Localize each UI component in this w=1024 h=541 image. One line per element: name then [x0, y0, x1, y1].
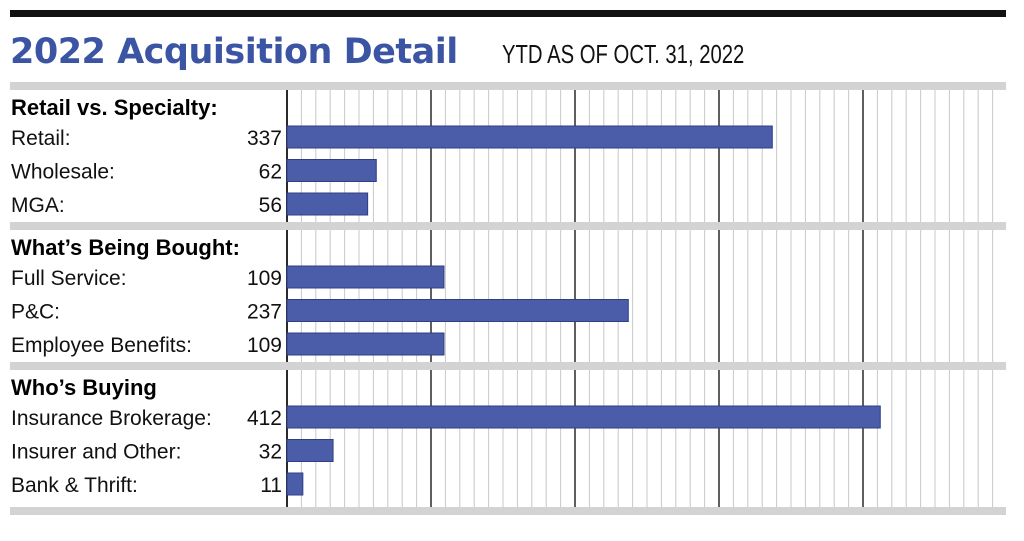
- category-label: Bank & Thrift:: [11, 474, 138, 497]
- value-label: 56: [259, 194, 282, 217]
- category-label: Insurance Brokerage:: [11, 407, 212, 430]
- value-label: 32: [259, 441, 282, 464]
- group-header: Who’s Buying: [11, 375, 157, 400]
- top-rule: [10, 10, 1006, 17]
- bar: [286, 472, 304, 496]
- separator-band: [10, 362, 1006, 370]
- bar: [286, 439, 334, 462]
- bar: [286, 159, 377, 182]
- category-label: P&C:: [11, 301, 60, 324]
- group-header: Retail vs. Specialty:: [11, 95, 218, 120]
- chart-subtitle: YTD AS OF OCT. 31, 2022: [502, 39, 745, 69]
- bar: [286, 299, 629, 322]
- category-label: Wholesale:: [11, 161, 115, 184]
- value-label: 237: [247, 301, 282, 324]
- category-label: Retail:: [11, 127, 71, 150]
- value-label: 412: [247, 407, 282, 430]
- category-label: Full Service:: [11, 267, 127, 290]
- bar: [286, 405, 881, 429]
- separator-band: [10, 82, 1006, 90]
- value-label: 109: [247, 334, 282, 357]
- separator-band: [10, 222, 1006, 230]
- category-label: Employee Benefits:: [11, 334, 192, 357]
- value-label: 109: [247, 267, 282, 290]
- chart-title: 2022 Acquisition Detail: [10, 32, 458, 72]
- bar: [286, 265, 445, 289]
- category-label: MGA:: [11, 194, 65, 217]
- separator-band: [10, 507, 1006, 515]
- category-label: Insurer and Other:: [11, 441, 181, 464]
- bar: [286, 192, 369, 216]
- bar: [286, 332, 445, 356]
- value-label: 62: [259, 161, 282, 184]
- group-header: What’s Being Bought:: [11, 235, 240, 260]
- value-label: 337: [247, 127, 282, 150]
- bar: [286, 125, 773, 149]
- value-label: 11: [260, 474, 282, 497]
